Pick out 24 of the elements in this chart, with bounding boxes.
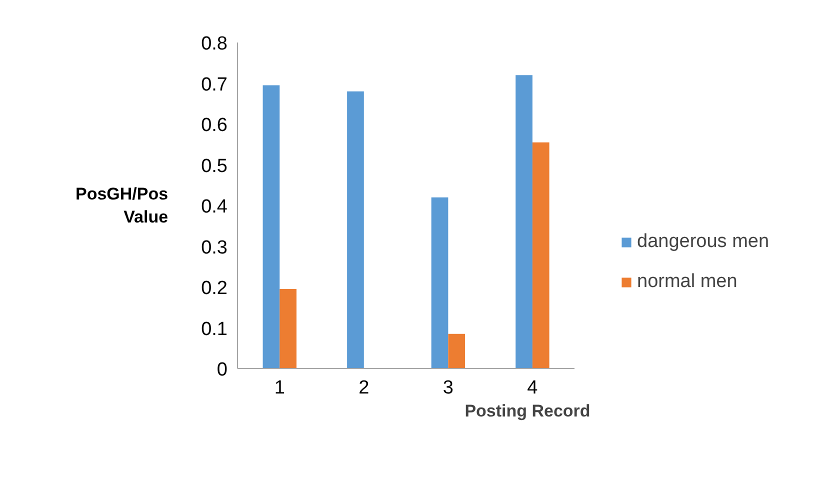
x-axis-title: Posting Record <box>464 402 590 420</box>
x-tick-label: 4 <box>527 378 538 398</box>
y-tick-label: 0.3 <box>201 237 228 258</box>
bar <box>280 289 296 368</box>
bar <box>532 142 550 368</box>
bar <box>516 75 532 368</box>
y-tick-label: 0.5 <box>201 156 228 177</box>
y-axis-title: PosGH/Pos Value <box>76 184 168 226</box>
x-tick-label: 2 <box>358 378 370 398</box>
bar <box>262 85 280 368</box>
x-tick-label: 1 <box>274 378 285 398</box>
x-tick-label: 3 <box>442 378 454 398</box>
y-tick-label: 0.8 <box>201 34 228 54</box>
y-tick-label: 0.4 <box>201 196 228 218</box>
y-tick-label: 0 <box>216 360 228 380</box>
bar <box>347 91 364 368</box>
bar <box>448 334 466 368</box>
y-tick-label: 0.2 <box>201 278 228 299</box>
y-tick-label: 0.1 <box>201 318 228 340</box>
legend-label: normal men <box>637 271 738 293</box>
bar <box>431 197 448 368</box>
legend-label: dangerous men <box>637 231 770 253</box>
y-tick-label: 0.7 <box>201 74 228 96</box>
y-tick-label: 0.6 <box>201 115 228 136</box>
